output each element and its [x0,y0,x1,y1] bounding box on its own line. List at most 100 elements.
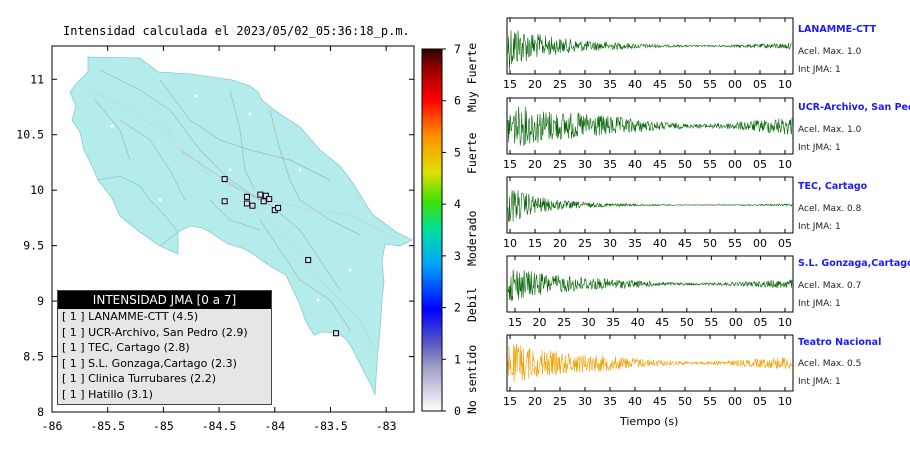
trace-tick-label: 05 [753,158,767,171]
legend-row: [ 1 ] LANAMME-CTT (4.5) [62,310,199,323]
trace-tick-label: 35 [603,158,617,171]
map-x-axis: -86 -85.5 -85 -84.5 -84 -83.5 -83 [42,46,397,433]
map-y-tick-label: 9 [37,294,44,308]
legend-row: [ 1 ] UCR-Archivo, San Pedro (2.9) [62,325,248,339]
trace-tick-label: 55 [703,78,717,91]
map-y-tick-label: 9.5 [23,239,44,253]
trace-tick-label: 15 [528,237,542,250]
trace-tick-label: 20 [553,237,567,250]
trace-panel: 15 20 25 30 35 40 45 50 55 00 05 10 [503,97,794,171]
trace-station-name: LANAMME-CTT [798,24,877,35]
waveform [507,106,793,146]
map-x-tick-label: -85 [153,419,174,433]
trace-tick-label: 30 [578,158,592,171]
colorbar-tick-label: 0 [454,404,461,418]
map-x-tick-label: -85.5 [90,419,125,433]
waveform [507,30,793,70]
trace-tick-label: 45 [653,78,667,91]
trace-tick-label: 10 [778,158,792,171]
trace-accel: Acel. Max. 1.0 [798,125,862,135]
trace-jma: Int JMA: 1 [798,65,841,75]
cb-label-muy-fuerte: Muy Fuerte [465,43,479,112]
trace-tick-label: 40 [628,78,642,91]
colorbar-tick-label: 2 [454,301,461,315]
station-marker [243,193,250,200]
trace-tick-label: 40 [653,237,667,250]
trace-tick-label: 25 [553,78,567,91]
map-y-tick-label: 10 [30,183,44,197]
intensity-map: -86 -85.5 -85 -84.5 -84 -83.5 -83 1110.5109.59… [16,42,479,433]
trace-tick-label: 10 [778,78,792,91]
trace-tick-label: 00 [729,316,743,329]
trace-tick-label: 25 [557,316,571,329]
trace-tick-label: 15 [503,158,517,171]
trace-tick-label: 30 [582,316,596,329]
map-y-tick-label: 11 [30,72,44,86]
map-y-tick-label: 10.5 [16,128,44,142]
colorbar-tick-label: 7 [454,42,461,56]
trace-tick-label: 30 [578,395,592,408]
colorbar-ticks: 0 1 2 3 4 5 6 7 [442,42,461,418]
map-x-tick-label: -84.5 [202,419,237,433]
trace-tick-label: 55 [703,158,717,171]
province-boundaries [94,69,361,331]
legend-row: [ 1 ] Hatillo (3.1) [62,387,153,401]
trace-accel: Acel. Max. 1.0 [798,47,862,57]
trace-tick-label: 45 [678,237,692,250]
colorbar-tick-label: 1 [454,352,461,366]
trace-jma: Int JMA: 1 [798,299,841,309]
trace-station-name: TEC, Cartago [798,181,868,192]
colorbar-tick-label: 4 [454,197,461,211]
map-title: Intensidad calculada el 2023/05/02_05:36… [63,24,410,38]
station-marker [262,192,269,199]
trace-jma: Int JMA: 1 [798,377,841,387]
trace-station-name: UCR-Archivo, San Pedro [798,102,910,113]
trace-tick-label: 25 [578,237,592,250]
trace-tick-label: 15 [503,78,517,91]
station-marker [257,191,264,198]
intensity-colorbar [421,48,443,412]
trace-tick-label: 15 [508,316,522,329]
trace-tick-label: 50 [678,395,692,408]
trace-tick-label: 35 [603,395,617,408]
legend-row: [ 1 ] Clinica Turrubares (2.2) [62,372,217,386]
cb-label-moderado: Moderado [465,211,479,266]
trace-tick-label: 45 [655,316,669,329]
trace-tick-label: 10 [503,237,517,250]
intensity-legend: INTENSIDAD JMA [0 a 7] [ 1 ] LANAMME-CTT… [57,290,272,405]
waveform [507,269,793,301]
trace-accel: Acel. Max. 0.5 [798,359,862,369]
trace-jma: Int JMA: 1 [798,143,841,153]
trace-tick-label: 15 [503,395,517,408]
trace-panel: 10 15 20 25 30 35 40 45 50 55 00 05 [503,176,794,250]
trace-tick-label: 20 [533,316,547,329]
map-y-axis: 11 10.5 10 9.5 9 8.5 8 [16,72,414,419]
trace-jma: Int JMA: 1 [798,222,841,232]
trace-panel: 15 20 25 30 35 40 45 50 55 00 05 10 [506,255,794,329]
trace-tick-label: 50 [680,316,694,329]
trace-tick-label: 05 [753,78,767,91]
trace-tick-label: 00 [728,78,742,91]
legend-header: INTENSIDAD JMA [0 a 7] [58,291,271,309]
station-marker [260,198,267,205]
trace-station-name: Teatro Nacional [798,337,882,348]
trace-tick-label: 50 [703,237,717,250]
cb-label-no-sentido: No sentido [465,345,479,414]
cb-label-fuerte: Fuerte [465,132,479,174]
trace-tick-label: 05 [753,316,767,329]
colorbar-tick-label: 6 [454,94,461,108]
trace-tick-label: 05 [778,237,792,250]
colorbar-labels: No sentido Debil Moderado Fuerte Muy Fue… [465,43,479,414]
trace-panel: 15 20 25 30 35 40 45 50 55 00 05 10 [503,334,794,408]
trace-tick-label: 45 [653,395,667,408]
trace-tick-label: 20 [528,395,542,408]
trace-tick-label: 50 [678,78,692,91]
map-x-tick-label: -84 [264,419,285,433]
station-marker [266,196,273,203]
trace-tick-label: 35 [603,78,617,91]
station-markers [221,176,340,337]
x-axis-label: Tiempo (s) [620,415,679,428]
legend-row: [ 1 ] TEC, Cartago (2.8) [62,341,190,355]
trace-tick-label: 00 [728,158,742,171]
